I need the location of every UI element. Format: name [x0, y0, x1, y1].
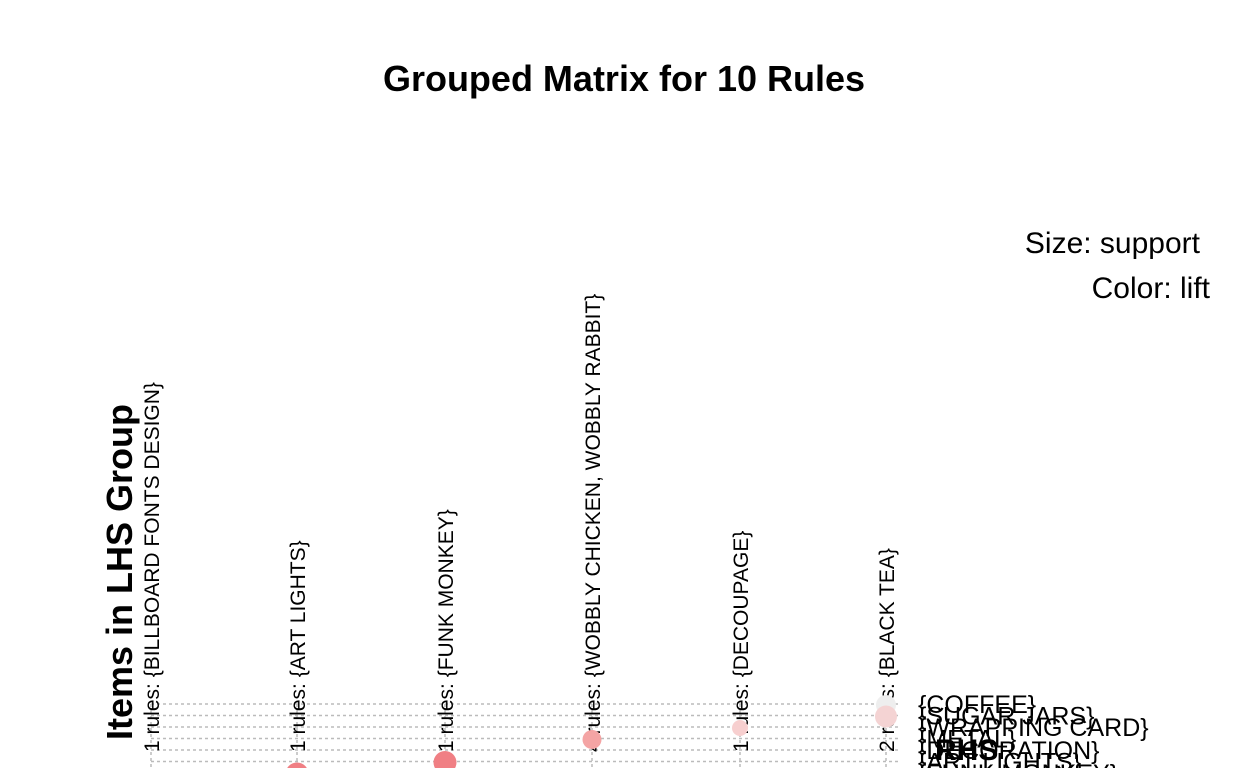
rhs-item-label: {WRAPPING CARD} [918, 714, 1149, 742]
rhs-item-label: {FUNK MONKEY} [918, 760, 1118, 768]
lhs-group-labels: 1 rules: {BILLBOARD FONTS DESIGN} 1 rules… [141, 294, 899, 752]
rhs-item-label: {ART LIGHTS} [918, 749, 1081, 768]
lhs-group-label: 1 rules: {DECOUPAGE} [730, 531, 753, 752]
rhs-item-label: {COFFEE} [918, 691, 1036, 719]
rule-point [582, 730, 602, 749]
y-axis-title: Items in LHS Group [99, 404, 140, 740]
rhs-item-label: {SUGAR JARS} [918, 703, 1094, 731]
rule-point [732, 720, 748, 736]
lhs-group-label: 1 rules: {BILLBOARD FONTS DESIGN} [141, 382, 164, 752]
rhs-item-label: {METAL} [918, 726, 1016, 754]
rhs-item-labels: {COFFEE}{SUGAR JARS}{WRAPPING CARD}{META… [918, 691, 1149, 768]
rule-point [875, 705, 897, 728]
rule-point [287, 762, 307, 768]
x-axis-title: RHS [935, 734, 998, 767]
legend-color-label: Color: lift [1092, 272, 1211, 305]
rhs-item-label: {DECORATION} [918, 737, 1100, 765]
points-layer [287, 695, 897, 768]
grid-layer [150, 703, 898, 768]
lhs-group-label: 1 rules: {FUNK MONKEY} [435, 509, 458, 752]
lhs-group-label: 1 rules: {ART LIGHTS} [287, 540, 310, 752]
lhs-group-label: 4 rules: {WOBBLY CHICKEN, WOBBLY RABBIT} [582, 294, 605, 752]
rule-point [433, 751, 457, 768]
chart-title: Grouped Matrix for 10 Rules [383, 58, 865, 99]
legend-size-label: Size: support [1025, 227, 1201, 260]
